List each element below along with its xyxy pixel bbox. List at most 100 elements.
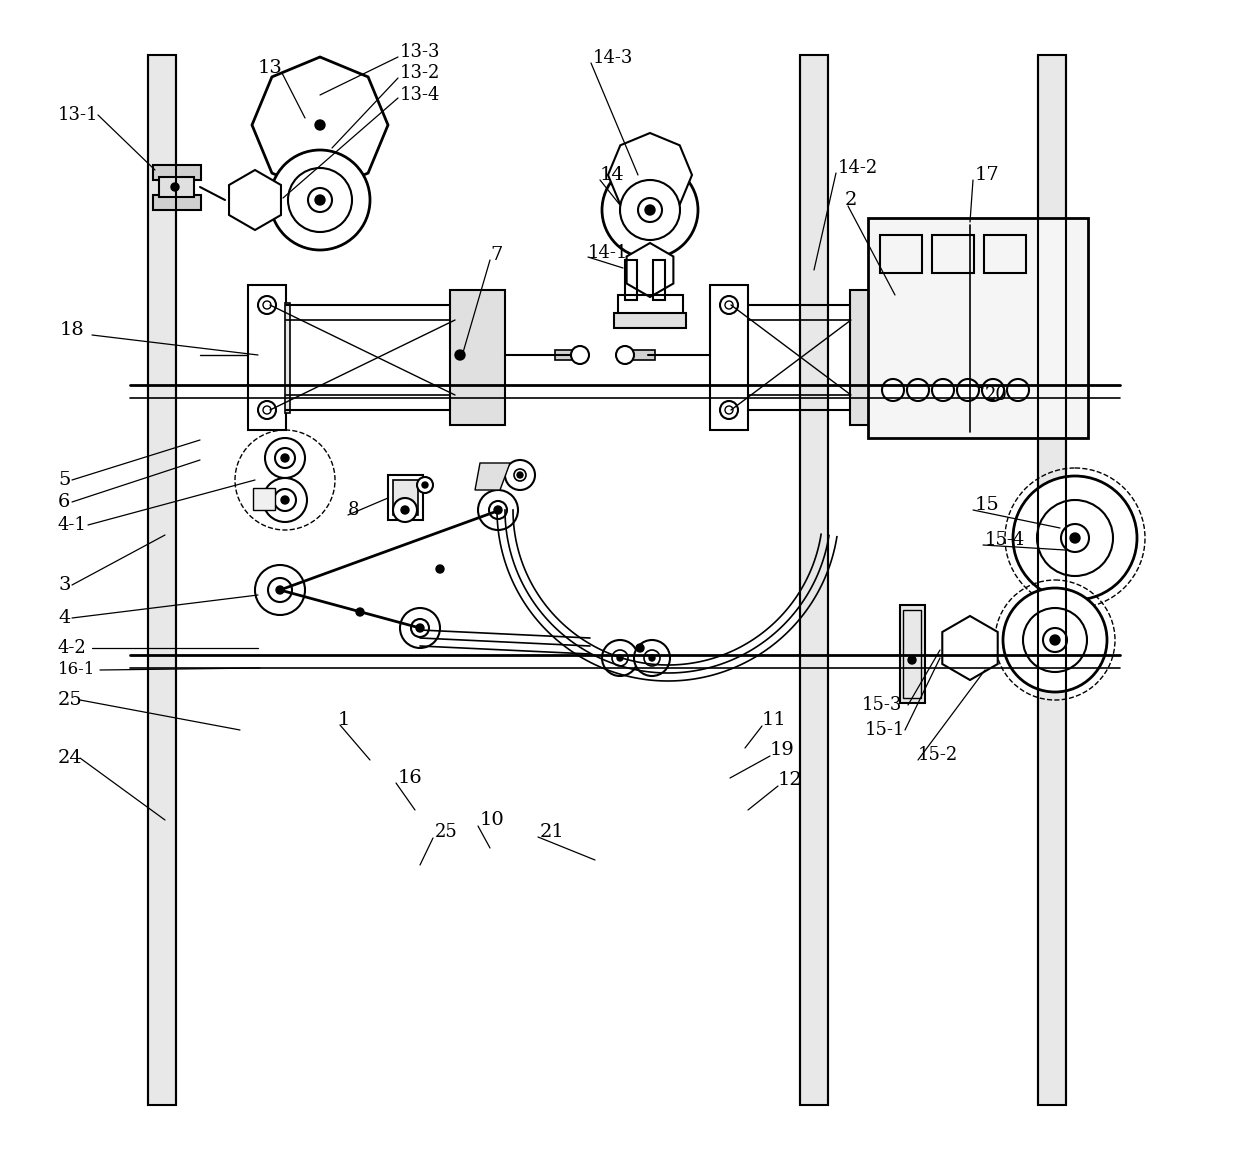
Polygon shape [252, 57, 388, 193]
Polygon shape [942, 616, 998, 680]
Bar [618, 295, 683, 315]
Bar [985, 235, 1025, 273]
Text: 7: 7 [490, 246, 502, 264]
Bar [900, 605, 925, 703]
Circle shape [601, 162, 698, 258]
Circle shape [1037, 500, 1114, 576]
Bar [880, 235, 923, 273]
Text: 10: 10 [480, 811, 505, 830]
Bar [285, 303, 290, 413]
Circle shape [616, 346, 634, 364]
Circle shape [263, 301, 272, 309]
Text: 21: 21 [539, 823, 564, 841]
Circle shape [932, 379, 954, 401]
Circle shape [393, 498, 417, 522]
Text: 15-4: 15-4 [985, 531, 1025, 550]
Circle shape [645, 205, 655, 215]
Text: 13-3: 13-3 [401, 43, 440, 61]
Circle shape [415, 624, 424, 632]
Bar [849, 290, 905, 425]
Text: 8: 8 [348, 501, 360, 519]
Text: 4: 4 [58, 609, 71, 627]
Text: 13-4: 13-4 [401, 86, 440, 104]
Circle shape [908, 656, 916, 664]
Circle shape [1003, 588, 1107, 692]
Polygon shape [229, 170, 281, 230]
Text: 4-1: 4-1 [58, 516, 87, 535]
Text: 14: 14 [600, 165, 625, 184]
Text: 3: 3 [58, 576, 71, 594]
Text: 2: 2 [844, 191, 857, 209]
Circle shape [725, 301, 733, 309]
Polygon shape [608, 133, 692, 218]
Circle shape [620, 180, 680, 239]
Bar [556, 351, 585, 360]
Circle shape [455, 351, 465, 360]
Circle shape [315, 120, 325, 130]
Text: 25: 25 [435, 823, 458, 841]
Text: 18: 18 [60, 320, 84, 339]
Text: 13: 13 [257, 59, 281, 78]
Circle shape [277, 585, 284, 594]
Circle shape [410, 619, 429, 638]
Circle shape [258, 401, 277, 419]
Text: 5: 5 [58, 471, 71, 489]
Text: 12: 12 [777, 771, 802, 789]
Circle shape [725, 406, 733, 414]
Circle shape [281, 454, 289, 462]
Text: 14-2: 14-2 [838, 159, 878, 177]
Circle shape [274, 489, 296, 511]
Bar [868, 218, 1087, 439]
Bar [148, 56, 176, 1105]
Text: 15-2: 15-2 [918, 746, 959, 764]
Circle shape [1007, 379, 1029, 401]
Circle shape [255, 565, 305, 616]
Circle shape [601, 640, 639, 676]
Circle shape [356, 607, 365, 616]
Circle shape [288, 168, 352, 233]
Bar [630, 351, 655, 360]
Circle shape [401, 607, 440, 648]
Text: 24: 24 [58, 749, 83, 767]
Circle shape [308, 187, 332, 212]
Text: 16-1: 16-1 [58, 662, 95, 678]
Text: 16: 16 [398, 769, 423, 787]
Circle shape [268, 578, 291, 602]
Text: 11: 11 [763, 712, 786, 729]
Bar [800, 56, 828, 1105]
Circle shape [436, 565, 444, 573]
Bar [393, 480, 418, 515]
Circle shape [401, 506, 409, 514]
Bar [450, 290, 505, 425]
Circle shape [720, 296, 738, 314]
Bar [711, 285, 748, 430]
Circle shape [644, 650, 660, 666]
Bar [625, 260, 637, 300]
Text: 20: 20 [985, 386, 1008, 404]
Circle shape [957, 379, 980, 401]
Bar [1038, 56, 1066, 1105]
Text: 15-1: 15-1 [866, 721, 905, 739]
Circle shape [1050, 635, 1060, 644]
Circle shape [1013, 476, 1137, 600]
Text: 15: 15 [975, 496, 999, 514]
Text: 14-3: 14-3 [593, 49, 634, 67]
Bar [159, 177, 193, 197]
Circle shape [422, 482, 428, 488]
Circle shape [315, 196, 325, 205]
Circle shape [281, 496, 289, 504]
Circle shape [634, 640, 670, 676]
Circle shape [982, 379, 1004, 401]
Circle shape [613, 650, 627, 666]
Circle shape [906, 379, 929, 401]
Text: 13-1: 13-1 [58, 106, 98, 124]
Text: 6: 6 [58, 493, 71, 511]
Circle shape [515, 469, 526, 481]
Circle shape [489, 501, 507, 519]
Bar [614, 314, 686, 327]
Polygon shape [626, 243, 673, 297]
Bar [388, 476, 423, 519]
Circle shape [263, 406, 272, 414]
Text: 19: 19 [770, 740, 795, 759]
Circle shape [275, 448, 295, 467]
